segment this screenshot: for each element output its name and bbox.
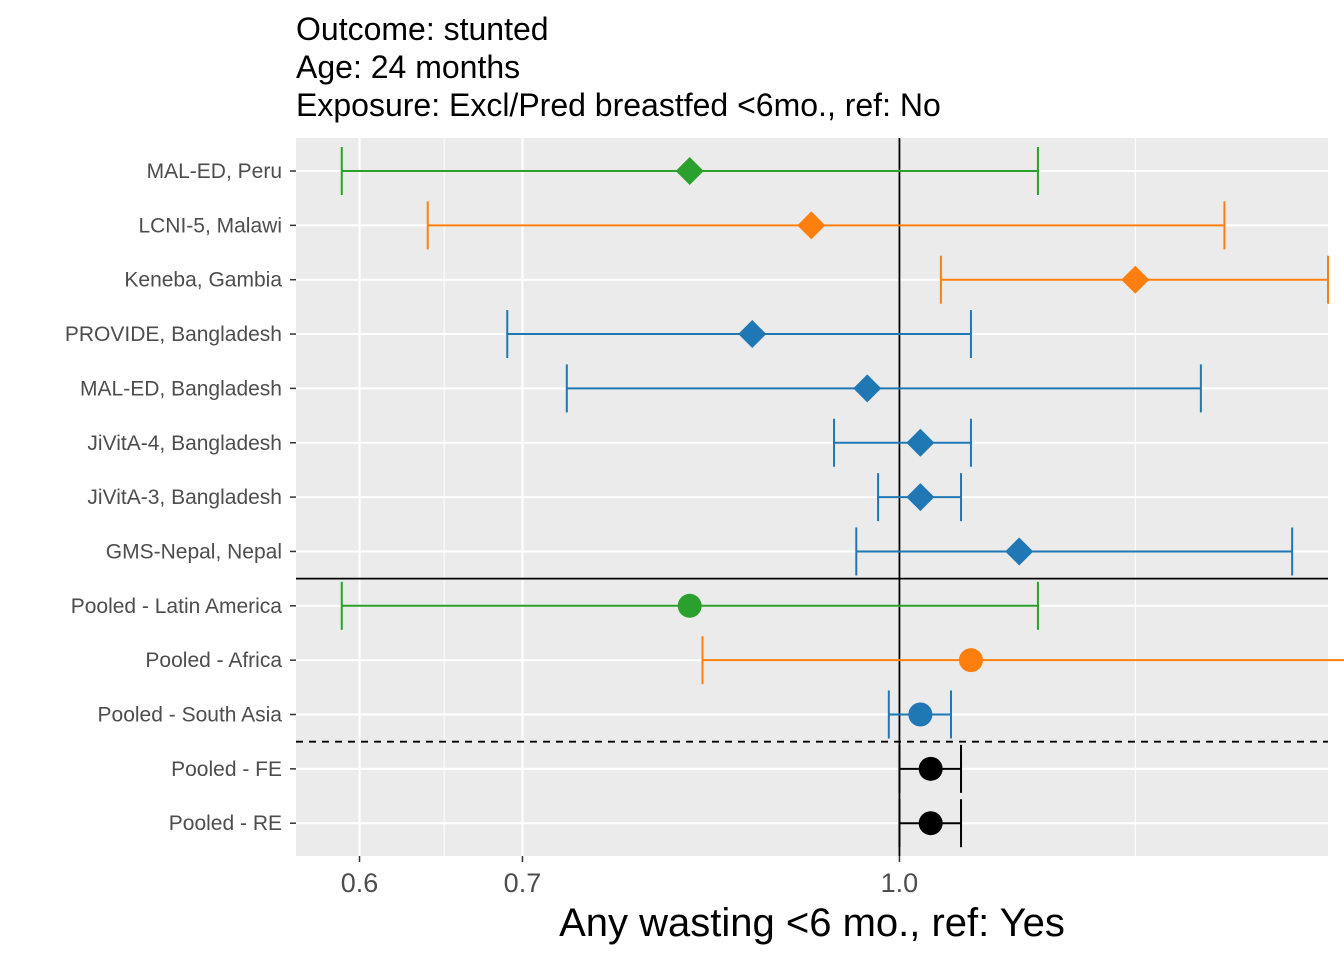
x-tick-label: 1.0 <box>881 868 919 898</box>
row-label: PROVIDE, Bangladesh <box>65 323 282 346</box>
point-estimate-diamond <box>675 157 704 185</box>
row-label: Pooled - South Asia <box>98 704 283 727</box>
data-marks <box>340 147 1344 848</box>
row-label: MAL-ED, Peru <box>147 160 282 183</box>
point-estimate-diamond <box>1121 265 1150 294</box>
title-line-age: Age: 24 months <box>296 49 520 85</box>
point-estimate-circle <box>918 756 943 781</box>
row-label: JiVitA-3, Bangladesh <box>87 486 282 509</box>
x-axis-label: Any wasting <6 mo., ref: Yes <box>559 901 1065 945</box>
point-estimate-diamond <box>797 211 826 240</box>
plot-title: Outcome: stunted Age: 24 months Exposure… <box>296 11 941 123</box>
point-estimate-diamond <box>906 428 935 457</box>
x-tick-label: 0.6 <box>341 868 379 898</box>
point-estimate-diamond <box>906 483 935 512</box>
row-label: Pooled - Latin America <box>71 595 283 618</box>
point-estimate-circle <box>908 702 933 727</box>
point-estimate-diamond <box>853 374 882 403</box>
point-estimate-circle <box>677 593 702 618</box>
row-labels: MAL-ED, Peru LCNI-5, Malawi Keneba, Gambia… <box>65 160 296 835</box>
row-label: Pooled - Africa <box>145 649 282 672</box>
x-axis: 0.6 0.7 1.0 <box>341 856 918 898</box>
title-line-exposure: Exposure: Excl/Pred breastfed <6mo., ref… <box>296 87 941 123</box>
title-line-outcome: Outcome: stunted <box>296 11 549 47</box>
row-label: Keneba, Gambia <box>124 269 282 292</box>
row-label: LCNI-5, Malawi <box>138 214 282 237</box>
x-tick-label: 0.7 <box>504 868 542 898</box>
point-estimate-circle <box>958 648 983 673</box>
point-estimate-diamond <box>1005 537 1034 566</box>
row-label: MAL-ED, Bangladesh <box>80 377 282 400</box>
point-estimate-diamond <box>738 320 767 349</box>
row-label: JiVitA-4, Bangladesh <box>87 432 282 455</box>
row-label: Pooled - FE <box>171 758 282 781</box>
point-estimate-circle <box>918 811 943 836</box>
row-label: GMS-Nepal, Nepal <box>106 540 282 563</box>
row-label: Pooled - RE <box>169 812 282 835</box>
